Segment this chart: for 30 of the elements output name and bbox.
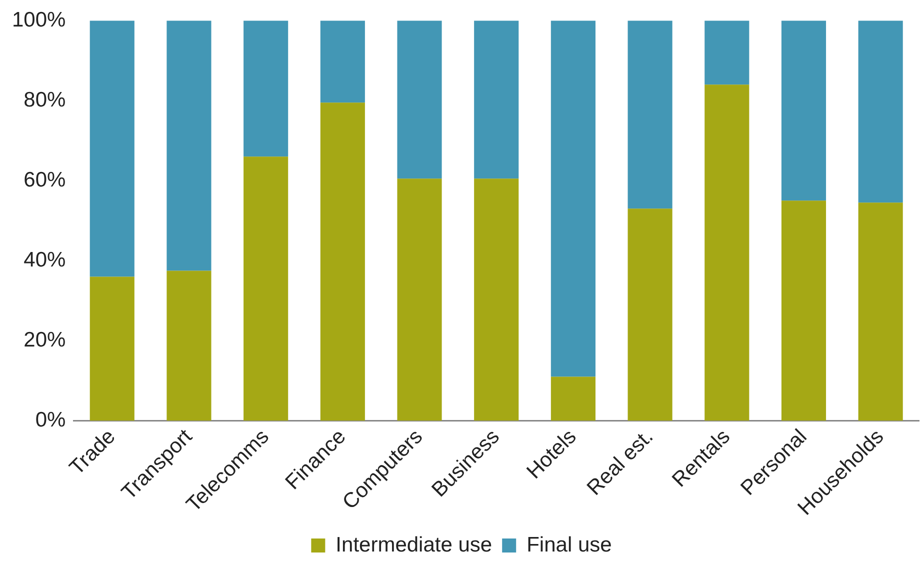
bar: [397, 20, 442, 179]
bar: [704, 84, 750, 421]
bar: [781, 200, 826, 421]
bar: [474, 20, 519, 179]
y-tick-label: 0%: [35, 408, 66, 432]
bar: [474, 178, 519, 421]
bar: [550, 20, 596, 377]
bar: [397, 178, 442, 421]
y-tick-label: 100%: [12, 8, 66, 32]
y-tick-label: 20%: [24, 328, 66, 352]
bar: [244, 20, 288, 157]
bar: [628, 208, 672, 421]
legend-label: Final use: [526, 533, 612, 556]
bar: [90, 276, 134, 421]
bar: [320, 20, 365, 103]
bar: [704, 20, 750, 85]
legend-label: Intermediate use: [336, 533, 492, 556]
bar: [781, 20, 826, 201]
bar: [90, 20, 134, 277]
y-tick-label: 60%: [24, 168, 66, 192]
bar: [628, 20, 672, 209]
bar: [166, 270, 212, 421]
bar: [858, 20, 903, 203]
bar: [858, 202, 903, 421]
y-tick-label: 80%: [24, 88, 66, 112]
bar: [320, 102, 365, 421]
y-tick-label: 40%: [24, 248, 66, 272]
bar: [166, 20, 212, 271]
bar: [550, 376, 596, 421]
bar: [244, 156, 288, 421]
